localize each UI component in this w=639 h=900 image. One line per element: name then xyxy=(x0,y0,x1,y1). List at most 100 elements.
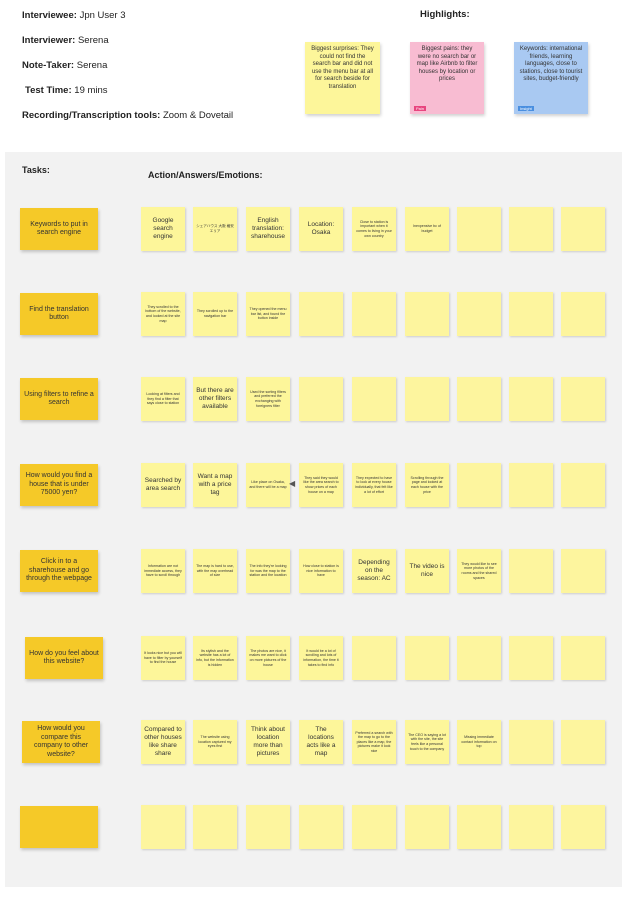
empty-sticky-note[interactable] xyxy=(561,549,605,593)
sticky-note[interactable]: They opened the menu bar list, and found… xyxy=(246,292,290,336)
sticky-note-text: Want a map with a price tag xyxy=(197,473,233,496)
sticky-note[interactable]: The map is hard to use, with the map ove… xyxy=(193,549,237,593)
empty-sticky-note[interactable] xyxy=(561,463,605,507)
task-note[interactable] xyxy=(20,806,98,848)
sticky-note[interactable]: How close to station is nice information… xyxy=(299,549,343,593)
sticky-note[interactable]: It looks nice but you will have to filte… xyxy=(141,636,185,680)
empty-sticky-note[interactable] xyxy=(561,377,605,421)
empty-sticky-note[interactable] xyxy=(352,292,396,336)
empty-sticky-note[interactable] xyxy=(457,377,501,421)
sticky-note-text: Preferred a search with the map to go to… xyxy=(355,730,393,753)
highlight-note[interactable]: Biggest pains: they were no search bar o… xyxy=(410,42,484,114)
sticky-note-text: Searched by area search xyxy=(144,477,182,492)
empty-sticky-note[interactable] xyxy=(405,377,449,421)
highlight-note[interactable]: Keywords: international friends, learnin… xyxy=(514,42,588,114)
empty-sticky-note[interactable] xyxy=(141,805,185,849)
sticky-note[interactable]: Looking at filters and they find a filte… xyxy=(141,377,185,421)
empty-sticky-note[interactable] xyxy=(457,207,501,251)
empty-sticky-note[interactable] xyxy=(457,463,501,507)
sticky-note-text: Close to station is important when it co… xyxy=(356,219,392,238)
task-note[interactable]: How do you feel about this website? xyxy=(25,637,103,679)
empty-sticky-note[interactable] xyxy=(509,720,553,764)
sticky-note[interactable]: But there are other filters available xyxy=(193,377,237,421)
empty-sticky-note[interactable] xyxy=(299,805,343,849)
sticky-note[interactable]: The locations acts like a map xyxy=(299,720,343,764)
sticky-note[interactable]: Think about location more than pictures xyxy=(246,720,290,764)
empty-sticky-note[interactable] xyxy=(405,805,449,849)
task-note[interactable]: How would you compare this company to ot… xyxy=(22,721,100,763)
sticky-note[interactable]: Missing immediate contact information on… xyxy=(457,720,501,764)
sticky-note[interactable]: Google search engine xyxy=(141,207,185,251)
sticky-note[interactable]: The website using location captured my e… xyxy=(193,720,237,764)
empty-sticky-note[interactable] xyxy=(509,549,553,593)
highlight-note[interactable]: Biggest surprises: They could not find t… xyxy=(305,42,380,114)
sticky-note[interactable]: The video is nice xyxy=(405,549,449,593)
empty-sticky-note[interactable] xyxy=(561,636,605,680)
task-note[interactable]: How would you find a house that is under… xyxy=(20,464,98,506)
sticky-note[interactable]: Like place on Osaka, and there will be a… xyxy=(246,463,290,507)
task-note[interactable]: Click in to a sharehouse and go through … xyxy=(20,550,98,592)
interviewer: Interviewer: Serena xyxy=(22,35,109,46)
sticky-note[interactable]: The photos are nice, it makes me want to… xyxy=(246,636,290,680)
empty-sticky-note[interactable] xyxy=(509,805,553,849)
sticky-note-text: Location: Osaka xyxy=(307,221,335,236)
sticky-note[interactable]: Its stylish and the website has a lot of… xyxy=(193,636,237,680)
empty-sticky-note[interactable] xyxy=(457,636,501,680)
tasks-label: Tasks: xyxy=(22,165,50,175)
sticky-note[interactable]: Close to station is important when it co… xyxy=(352,207,396,251)
empty-sticky-note[interactable] xyxy=(561,207,605,251)
sticky-note[interactable]: It would be a lot of scrolling and lots … xyxy=(299,636,343,680)
sticky-note[interactable]: The info they're looking for was the map… xyxy=(246,549,290,593)
task-note[interactable]: Keywords to put in search engine xyxy=(20,208,98,250)
sticky-note-text: シェアハウス 大阪 格安 エリア xyxy=(196,224,234,233)
sticky-note[interactable]: The CEO is saying a lot with the site, t… xyxy=(405,720,449,764)
sticky-note[interactable]: Information are not immediate access, th… xyxy=(141,549,185,593)
empty-sticky-note[interactable] xyxy=(509,207,553,251)
sticky-note[interactable]: Searched by area search xyxy=(141,463,185,507)
sticky-note[interactable]: シェアハウス 大阪 格安 エリア xyxy=(193,207,237,251)
task-note-text: How would you find a house that is under… xyxy=(25,472,93,497)
sticky-note[interactable]: Inexpensive bc of budget xyxy=(405,207,449,251)
sticky-note[interactable]: They expected to have to look at every h… xyxy=(352,463,396,507)
empty-sticky-note[interactable] xyxy=(352,636,396,680)
empty-sticky-note[interactable] xyxy=(561,292,605,336)
task-panel xyxy=(5,152,622,887)
task-note[interactable]: Find the translation button xyxy=(20,293,98,335)
task-note[interactable]: Using filters to refine a search xyxy=(20,378,98,420)
empty-sticky-note[interactable] xyxy=(509,636,553,680)
empty-sticky-note[interactable] xyxy=(509,463,553,507)
empty-sticky-note[interactable] xyxy=(352,377,396,421)
note-taker: Note-Taker: Serena xyxy=(22,60,108,71)
sticky-note[interactable]: Scrolling through the page and looked at… xyxy=(405,463,449,507)
sticky-note[interactable]: Compared to other houses like share shar… xyxy=(141,720,185,764)
sticky-note[interactable]: They scrolled to the bottom of the websi… xyxy=(141,292,185,336)
empty-sticky-note[interactable] xyxy=(299,377,343,421)
sticky-note-text: They scrolled to the bottom of the websi… xyxy=(145,304,181,323)
empty-sticky-note[interactable] xyxy=(457,805,501,849)
empty-sticky-note[interactable] xyxy=(405,292,449,336)
sticky-note[interactable]: Location: Osaka xyxy=(299,207,343,251)
empty-sticky-note[interactable] xyxy=(246,805,290,849)
sticky-note-text: The CEO is saying a lot with the site, t… xyxy=(408,732,446,751)
sticky-note[interactable]: They said they would like the area searc… xyxy=(299,463,343,507)
sticky-note[interactable]: Used the sorting filters and preferred t… xyxy=(246,377,290,421)
sticky-note-text: It would be a lot of scrolling and lots … xyxy=(303,648,339,667)
empty-sticky-note[interactable] xyxy=(457,292,501,336)
sticky-note[interactable]: English translation: sharehouse xyxy=(246,207,290,251)
sticky-note[interactable]: Want a map with a price tag xyxy=(193,463,237,507)
highlight-note-text: Biggest surprises: They could not find t… xyxy=(311,46,374,90)
sticky-note[interactable]: Depending on the season: AC xyxy=(352,549,396,593)
empty-sticky-note[interactable] xyxy=(405,636,449,680)
sticky-note-text: English translation: sharehouse xyxy=(251,217,285,240)
sticky-note[interactable]: They scrolled up to the navigation bar xyxy=(193,292,237,336)
empty-sticky-note[interactable] xyxy=(561,805,605,849)
task-note-text: How would you compare this company to ot… xyxy=(33,725,89,758)
empty-sticky-note[interactable] xyxy=(352,805,396,849)
empty-sticky-note[interactable] xyxy=(561,720,605,764)
empty-sticky-note[interactable] xyxy=(193,805,237,849)
sticky-note[interactable]: They would like to see more photos of th… xyxy=(457,549,501,593)
empty-sticky-note[interactable] xyxy=(509,292,553,336)
sticky-note[interactable]: Preferred a search with the map to go to… xyxy=(352,720,396,764)
empty-sticky-note[interactable] xyxy=(509,377,553,421)
empty-sticky-note[interactable] xyxy=(299,292,343,336)
